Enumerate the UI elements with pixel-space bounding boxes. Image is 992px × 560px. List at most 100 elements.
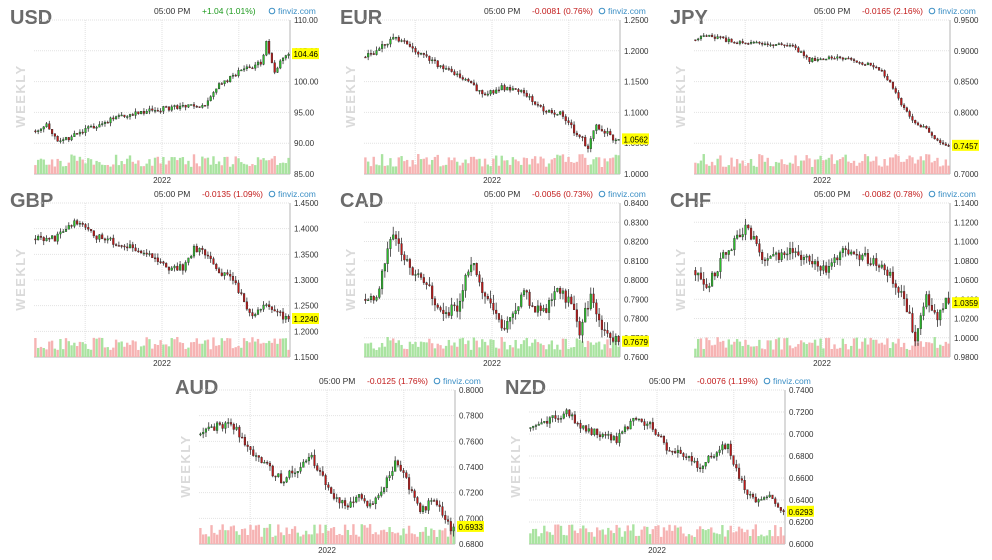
candle-body [740,478,743,481]
candle [579,419,582,433]
volume-bar [159,163,162,174]
volume-bar [877,165,881,174]
volume-bar [220,165,224,174]
volume-bar [737,526,741,544]
candle-body [657,434,660,437]
volume-bar [256,157,260,174]
y-tick-label: 0.8500 [954,78,979,87]
candle [780,248,783,262]
candle-body [875,66,878,69]
volume-bar [419,341,423,357]
candle-body [600,129,603,132]
candle-body [431,285,434,299]
volume-bar [941,165,945,174]
last-price-highlight [292,48,319,60]
candle-body [704,462,707,467]
candle [282,480,285,487]
volume-bar [553,349,556,357]
volume-bar [537,536,540,544]
candle-body [908,111,911,117]
y-tick-label: 0.7200 [789,408,814,417]
finviz-link[interactable]: finviz.com [268,189,316,199]
chart-gbp: GBP 05:00 PM -0.0135 (1.09%) finviz.comWEEK… [10,189,319,368]
volume-bar [131,161,134,174]
finviz-link[interactable]: finviz.com [763,376,811,386]
candle-body [483,93,487,96]
candle-body [120,245,123,247]
candle [623,424,627,434]
volume-bar [534,528,538,544]
candle-body [195,245,198,253]
candle [452,523,455,537]
finviz-link[interactable]: finviz.com [928,6,976,16]
candle [626,425,629,431]
volume-bar [355,534,358,544]
candle-body [89,229,93,231]
finviz-link[interactable]: finviz.com [928,189,976,199]
candle-body [694,39,697,41]
candle [575,302,578,328]
candle-body [391,471,394,476]
candle-body [551,415,554,418]
candle [310,452,313,460]
candle-body [903,291,906,299]
candle [251,308,254,319]
candle [567,289,570,307]
candle [181,263,184,275]
candle [445,306,448,319]
volume-bar [738,163,742,174]
candle [346,503,349,510]
candle [752,40,755,44]
candle [603,129,606,137]
finviz-link[interactable]: finviz.com [598,6,646,16]
volume-bar [838,347,842,357]
candle [173,264,176,272]
candle [637,418,640,422]
candle [367,298,370,302]
finviz-link[interactable]: finviz.com [433,376,481,386]
volume-bar [866,156,870,174]
candle [576,421,579,427]
candle-body [556,288,559,292]
candle [273,305,276,312]
candle [830,258,833,270]
candle-body [64,137,68,140]
candle [447,66,450,71]
candle-body [56,233,59,242]
candle [903,103,906,111]
candle [324,473,327,490]
candle-body [411,267,414,276]
candle [470,80,473,84]
candle-body [176,265,179,271]
finviz-link[interactable]: finviz.com [598,189,646,199]
finviz-link[interactable]: finviz.com [268,6,316,16]
candle-body [56,136,59,142]
candle-body [528,291,531,306]
candle-body [441,506,444,516]
candle-body [557,418,560,420]
candle [288,469,291,480]
volume-bar [190,166,193,174]
candle-body [257,455,260,458]
candle-body [433,298,437,306]
candle [816,256,819,272]
candle [733,235,736,256]
candle-body [811,58,814,62]
candle [394,231,398,246]
volume-bar [783,164,786,174]
candle-body [470,264,473,273]
volume-bar [128,344,132,357]
candle-body [780,252,783,260]
candle-body [378,288,381,298]
candle-body [900,291,903,293]
volume-bar [338,533,341,544]
volume-bar [747,344,750,357]
candle-body [886,76,889,81]
candle [665,439,668,455]
candle-body [928,294,931,306]
candle [833,254,836,268]
volume-bar [747,162,750,174]
candle-body [930,305,933,311]
candle [617,139,620,141]
candle-body [833,257,836,263]
